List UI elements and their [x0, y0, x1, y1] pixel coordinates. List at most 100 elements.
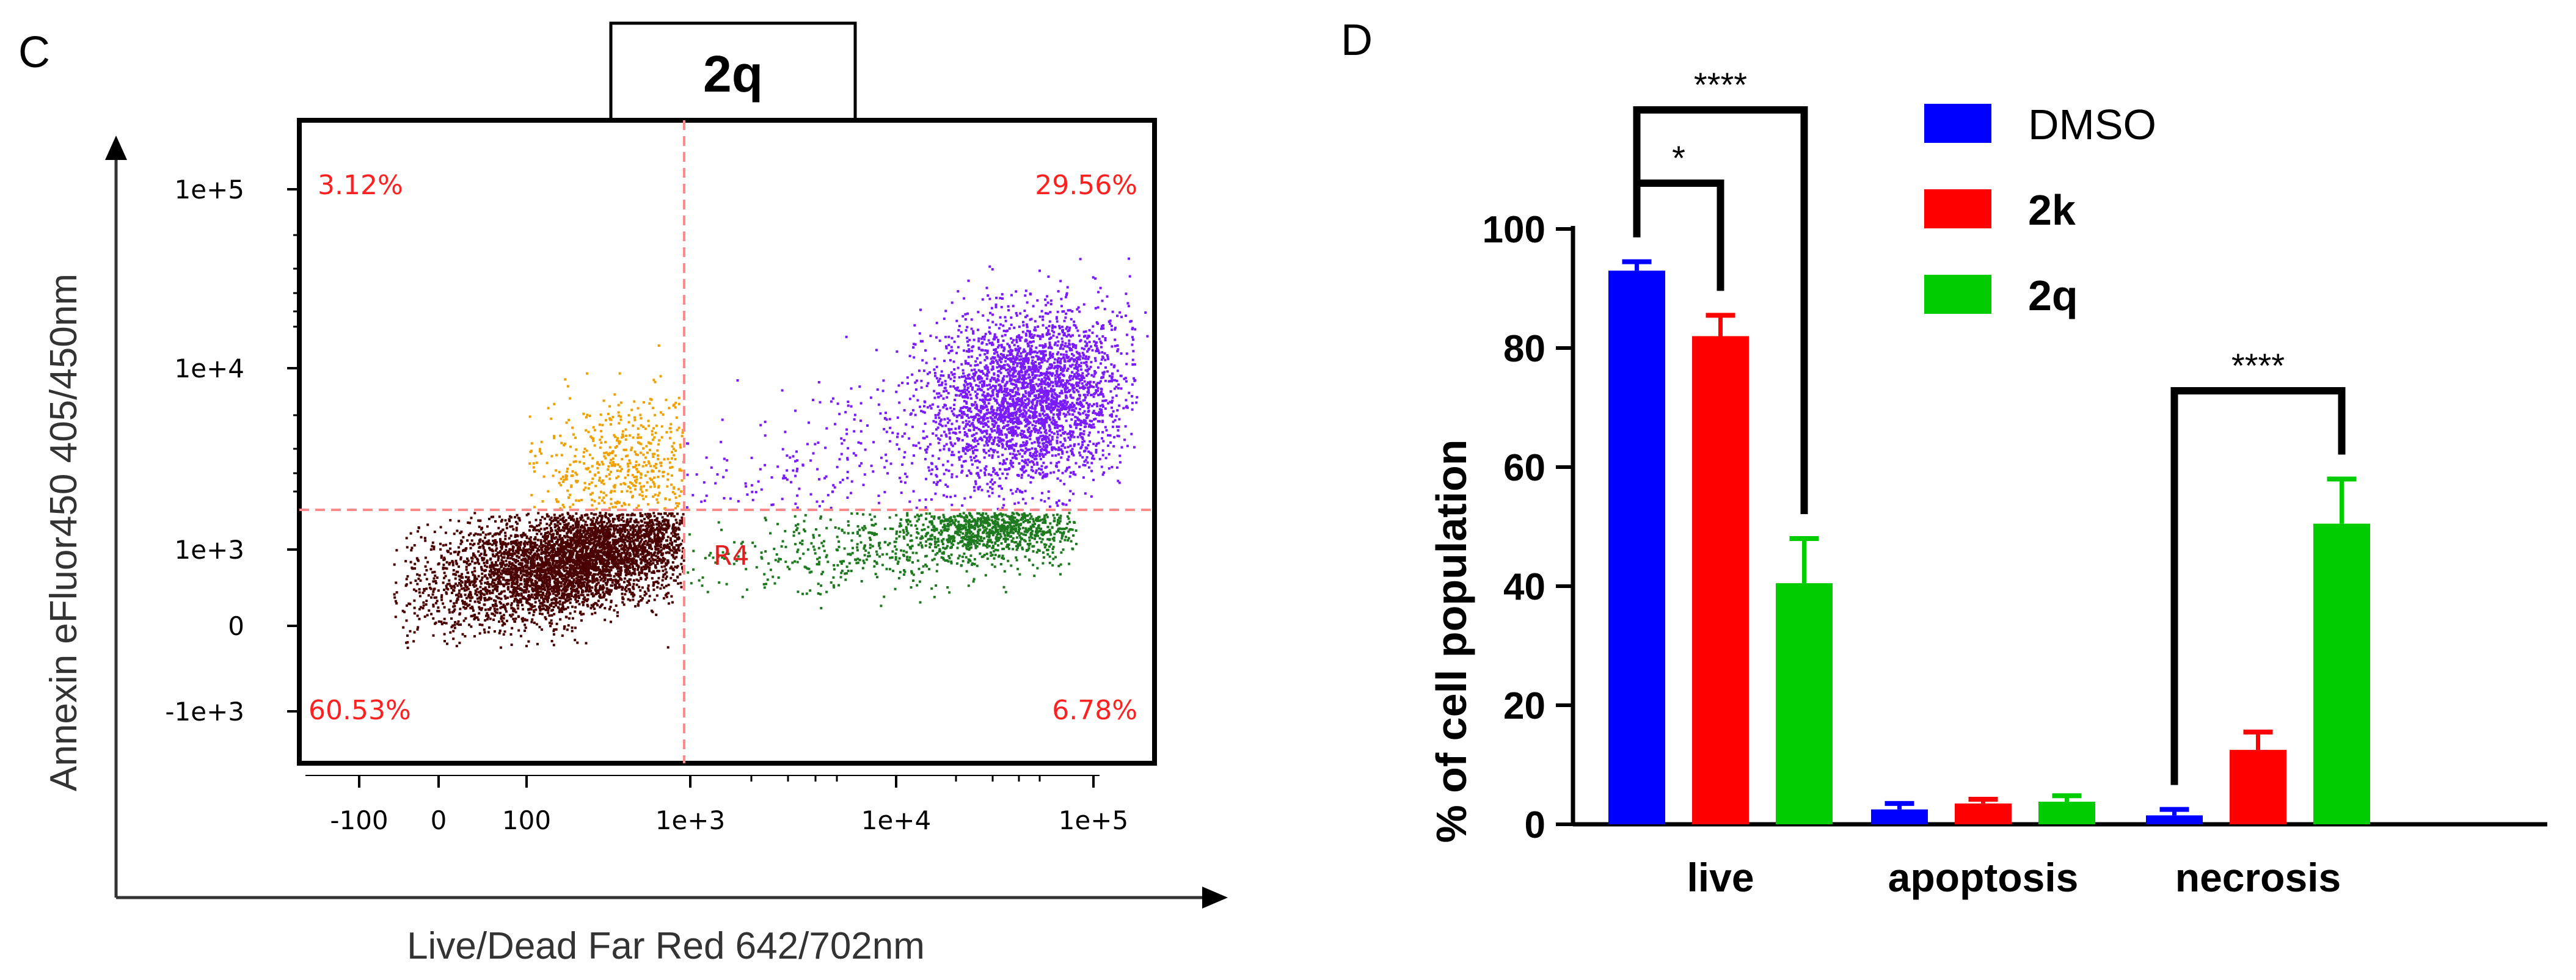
event-dot	[578, 545, 582, 548]
event-dot	[631, 496, 633, 499]
event-dot	[635, 507, 638, 510]
event-dot	[486, 577, 489, 580]
event-dot	[643, 572, 646, 575]
event-dot	[502, 540, 505, 543]
event-dot	[626, 570, 629, 573]
event-dot	[510, 557, 513, 560]
event-dot	[537, 591, 540, 594]
event-dot	[608, 473, 611, 476]
event-dot	[675, 416, 678, 419]
event-dot	[586, 514, 589, 517]
event-dot	[563, 563, 566, 566]
event-dot	[654, 558, 657, 561]
event-dot	[555, 590, 558, 593]
event-dot	[976, 405, 979, 408]
event-dot	[491, 561, 494, 564]
event-dot	[598, 423, 601, 426]
event-dot	[615, 528, 618, 531]
event-dot	[484, 542, 487, 545]
event-dot	[567, 624, 570, 627]
event-dot	[416, 573, 419, 576]
event-dot	[635, 519, 638, 522]
event-dot	[621, 601, 624, 604]
event-dot	[619, 544, 622, 547]
event-dot	[633, 545, 637, 548]
event-dot	[567, 617, 571, 620]
event-dot	[589, 470, 591, 473]
event-dot	[582, 603, 585, 606]
event-dot	[652, 527, 655, 530]
event-dot	[584, 561, 587, 564]
event-dot	[491, 572, 494, 575]
event-dot	[573, 571, 576, 574]
event-dot	[515, 526, 518, 529]
event-dot	[616, 550, 619, 553]
event-dot	[1015, 290, 1018, 293]
event-dot	[652, 554, 655, 557]
event-dot	[640, 525, 643, 528]
event-dot	[641, 586, 644, 589]
event-dot	[498, 630, 502, 633]
event-dot	[596, 553, 599, 556]
event-dot	[552, 598, 555, 601]
event-dot	[556, 532, 560, 535]
event-dot	[631, 565, 634, 568]
event-dot	[597, 600, 600, 603]
event-dot	[665, 551, 668, 554]
event-dot	[560, 557, 563, 560]
event-dot	[509, 525, 512, 528]
event-dot	[563, 550, 566, 553]
event-dot	[603, 548, 606, 551]
event-dot	[555, 587, 558, 590]
event-dot	[674, 449, 677, 452]
event-dot	[616, 539, 619, 542]
event-dot	[513, 583, 516, 585]
event-dot	[527, 551, 530, 554]
event-dot	[468, 579, 470, 582]
event-dot	[487, 598, 491, 601]
event-dot	[484, 608, 487, 611]
event-dot	[582, 593, 585, 597]
event-dot	[440, 620, 443, 623]
event-dot	[470, 539, 473, 542]
event-dot	[638, 545, 641, 548]
event-dot	[593, 444, 596, 447]
event-dot	[657, 443, 660, 446]
event-dot	[501, 620, 504, 623]
event-dot	[563, 583, 566, 586]
event-dot	[525, 535, 528, 538]
event-dot	[494, 549, 497, 552]
event-dot	[674, 540, 677, 543]
event-dot	[635, 548, 638, 551]
event-dot	[519, 568, 522, 571]
event-dot	[539, 587, 542, 590]
event-dot	[584, 520, 587, 523]
event-dot	[585, 467, 588, 470]
event-dot	[488, 626, 491, 629]
event-dot	[550, 570, 553, 573]
event-dot	[552, 577, 555, 580]
event-dot	[537, 512, 540, 515]
event-dot	[593, 531, 596, 534]
event-dot	[549, 546, 552, 550]
event-dot	[638, 586, 641, 589]
event-dot	[436, 600, 439, 603]
event-dot	[565, 546, 568, 549]
event-dot	[641, 553, 644, 555]
event-dot	[572, 433, 575, 436]
event-dot	[522, 595, 525, 598]
event-dot	[463, 589, 466, 592]
event-dot	[597, 534, 600, 537]
event-dot	[610, 548, 613, 551]
event-dot	[423, 615, 426, 618]
event-dot	[586, 603, 589, 606]
event-dot	[478, 546, 481, 549]
event-dot	[598, 496, 601, 499]
event-dot	[616, 542, 619, 545]
event-dot	[630, 534, 633, 537]
event-dot	[663, 565, 666, 568]
event-dot	[517, 575, 520, 578]
event-dot	[1040, 374, 1043, 377]
event-dot	[567, 593, 571, 597]
event-dot	[602, 573, 605, 576]
